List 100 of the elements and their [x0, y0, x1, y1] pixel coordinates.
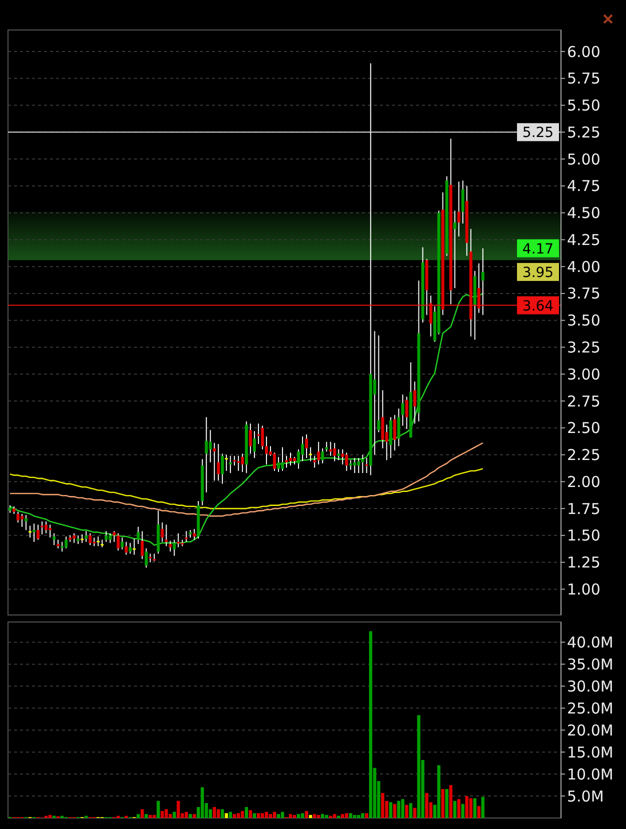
line-series: [9, 442, 484, 517]
bar: [144, 814, 148, 818]
bar: [357, 814, 360, 818]
y-tick-label: 6.00: [567, 42, 600, 61]
bar: [353, 814, 356, 818]
y-tick-label: 1.00: [567, 580, 600, 598]
bar: [220, 809, 224, 818]
bar: [389, 802, 392, 818]
bar: [461, 804, 464, 818]
bar: [276, 814, 280, 818]
y-tick-label: 20.0M: [567, 721, 614, 740]
candlestick: [453, 210, 456, 288]
bar: [469, 798, 472, 818]
bar: [156, 800, 160, 818]
bar: [320, 814, 324, 818]
bar: [405, 804, 408, 818]
candlestick: [32, 524, 36, 542]
y-tick-label: 3.75: [567, 284, 600, 303]
bar: [160, 810, 164, 818]
bar: [268, 814, 272, 818]
bar: [441, 788, 444, 818]
bar: [393, 804, 396, 818]
bar: [164, 809, 168, 818]
y-tick-label: 1.25: [567, 554, 600, 572]
annotation: 4.17: [522, 241, 554, 258]
bar: [280, 812, 284, 818]
bar: [365, 813, 368, 818]
bar: [316, 814, 320, 818]
candlestick: [236, 456, 240, 471]
y-tick-label: 5.75: [567, 70, 600, 88]
bar: [184, 812, 188, 818]
y-tick-label: 4.50: [567, 204, 600, 222]
bar: [449, 785, 452, 818]
y-tick-label: 2.75: [567, 392, 600, 410]
bar: [345, 813, 348, 818]
bar: [240, 810, 244, 818]
y-tick-label: 5.25: [567, 123, 600, 142]
bar: [200, 787, 204, 818]
bar: [264, 812, 268, 818]
line-series: [9, 468, 484, 510]
bar: [308, 814, 312, 818]
bar: [397, 800, 400, 818]
y-tick-label: 10.0M: [567, 765, 614, 784]
y-tick-label: 15.0M: [567, 743, 614, 762]
y-tick-label: 3.00: [567, 365, 600, 384]
bar: [445, 788, 448, 818]
y-tick-label: 1.50: [567, 526, 600, 545]
y-tick-label: 4.25: [567, 230, 600, 249]
bar: [332, 814, 336, 818]
y-tick-label: 30.0M: [567, 677, 614, 696]
y-tick-label: 3.25: [567, 338, 600, 356]
bar: [477, 806, 480, 818]
bar: [152, 814, 156, 818]
bar: [349, 813, 352, 818]
y-tick-label: 5.50: [567, 96, 600, 115]
bar: [304, 810, 308, 818]
y-tick-label: 3.50: [567, 312, 600, 330]
bar: [300, 813, 304, 818]
y-tick-label: 4.75: [567, 177, 600, 196]
bar: [188, 814, 192, 818]
bar: [148, 814, 152, 818]
bar: [417, 715, 420, 818]
bar: [369, 631, 372, 818]
y-tick-label: 2.25: [567, 446, 600, 464]
y-tick-label: 2.50: [567, 419, 600, 438]
bar: [361, 813, 364, 818]
bar: [136, 814, 140, 818]
y-tick-label: 5.0M: [567, 787, 604, 806]
bar: [172, 812, 176, 818]
y-tick-label: 35.0M: [567, 655, 614, 674]
bar: [228, 812, 232, 818]
candlestick: [365, 458, 368, 474]
bar: [341, 814, 344, 818]
bar: [324, 814, 328, 818]
bar: [453, 800, 456, 818]
ref-line-label: 3.64: [522, 298, 554, 314]
candlestick: [377, 335, 380, 432]
bar: [425, 792, 428, 818]
candlestick: [132, 538, 136, 555]
bar: [413, 808, 416, 818]
bar: [288, 814, 292, 818]
y-tick-label: 40.0M: [567, 633, 614, 652]
bar: [192, 814, 196, 818]
bar: [232, 814, 236, 818]
bar: [244, 807, 248, 818]
bar: [248, 810, 252, 818]
candlestick: [212, 442, 216, 481]
bar: [381, 792, 384, 818]
bar: [312, 814, 316, 818]
bar: [224, 813, 228, 818]
bar: [48, 814, 52, 818]
bar: [236, 813, 240, 818]
y-tick-label: 5.00: [567, 150, 600, 168]
y-tick-label: 2.00: [567, 472, 600, 491]
bar: [260, 813, 264, 818]
candlestick: [256, 424, 260, 444]
bar: [292, 814, 296, 818]
y-tick-label: 1.75: [567, 500, 600, 518]
bar: [409, 803, 412, 818]
bar: [437, 765, 440, 818]
